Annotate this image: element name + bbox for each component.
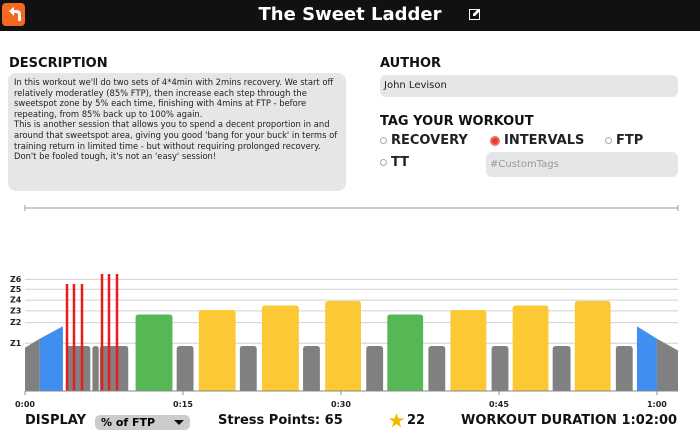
description-label: DESCRIPTION: [9, 56, 108, 71]
interval-block: [491, 346, 509, 391]
description-box[interactable]: In this workout we'll do two sets of 4*4…: [8, 73, 346, 191]
duration-label: WORKOUT DURATION: [461, 413, 617, 428]
x-tick-label: 0:15: [173, 400, 193, 409]
tag-option[interactable]: INTERVALS: [490, 133, 584, 148]
display-label: DISPLAY: [25, 413, 87, 428]
interval-block: [99, 346, 129, 391]
interval-block: [512, 305, 549, 391]
display-dropdown[interactable]: % of FTP: [95, 415, 190, 430]
tag-name: RECOVERY: [391, 133, 468, 148]
tag-option[interactable]: TT: [380, 155, 409, 170]
interval-block: [303, 346, 320, 391]
dropdown-arrow: [174, 420, 184, 425]
interval-block: [552, 346, 571, 391]
interval-block: [239, 346, 257, 391]
custom-tags-input[interactable]: #CustomTags: [486, 152, 678, 177]
dropdown-value: % of FTP: [101, 416, 156, 429]
tags-label: TAG YOUR WORKOUT: [380, 114, 534, 129]
radio-button[interactable]: [380, 159, 387, 166]
x-tick-label: 1:00: [647, 400, 667, 409]
title-text: The Sweet Ladder: [258, 4, 442, 25]
x-tick-label: 0:00: [15, 400, 35, 409]
ramp-block: [656, 338, 678, 391]
zone-label: Z4: [10, 296, 22, 305]
header-bar: [0, 0, 700, 31]
radio-button[interactable]: [380, 137, 387, 144]
stress-label: Stress Points:: [218, 413, 321, 428]
interval-block: [574, 301, 611, 391]
tag-option[interactable]: RECOVERY: [380, 133, 468, 148]
description-text: In this workout we'll do two sets of 4*4…: [14, 77, 334, 119]
stress-points: Stress Points: 65: [218, 413, 343, 428]
stress-value: 65: [324, 413, 343, 428]
interval-block: [387, 314, 424, 391]
duration-value: 1:02:00: [621, 413, 678, 428]
author-label: AUTHOR: [380, 56, 442, 71]
zone-label: Z3: [10, 306, 21, 315]
star-count: 22: [407, 413, 426, 428]
interval-block: [325, 301, 361, 391]
tag-name: TT: [391, 155, 410, 170]
interval-block: [366, 346, 384, 391]
tag-option[interactable]: FTP: [605, 133, 643, 148]
zone-label: Z1: [10, 339, 22, 348]
ramp-block: [39, 326, 63, 391]
tag-name: INTERVALS: [504, 133, 585, 148]
tag-name: FTP: [616, 133, 644, 148]
ramp-block: [25, 338, 40, 391]
zone-label: Z6: [10, 275, 22, 284]
edit-icon[interactable]: [469, 8, 481, 20]
radio-button[interactable]: [605, 137, 612, 144]
interval-block: [428, 346, 446, 391]
interval-block: [66, 346, 91, 391]
zone-label: Z2: [10, 318, 21, 327]
workout-duration: WORKOUT DURATION 1:02:00: [461, 413, 677, 428]
interval-block: [615, 346, 633, 391]
radio-button[interactable]: [490, 135, 500, 146]
description-text: This is another session that allows you …: [14, 119, 338, 162]
x-tick-label: 0:30: [331, 400, 351, 409]
star-icon: [389, 413, 404, 428]
workout-title: The Sweet Ladder: [0, 4, 700, 25]
interval-block: [198, 310, 236, 391]
zone-label: Z5: [10, 285, 22, 294]
ramp-block: [636, 326, 657, 391]
interval-block: [135, 314, 173, 391]
interval-block: [92, 346, 99, 391]
interval-block: [261, 305, 299, 391]
interval-block: [450, 310, 487, 391]
x-tick-label: 0:45: [489, 400, 509, 409]
back-button[interactable]: [2, 3, 26, 27]
interval-block: [176, 346, 194, 391]
author-input[interactable]: John Levison: [380, 75, 678, 97]
